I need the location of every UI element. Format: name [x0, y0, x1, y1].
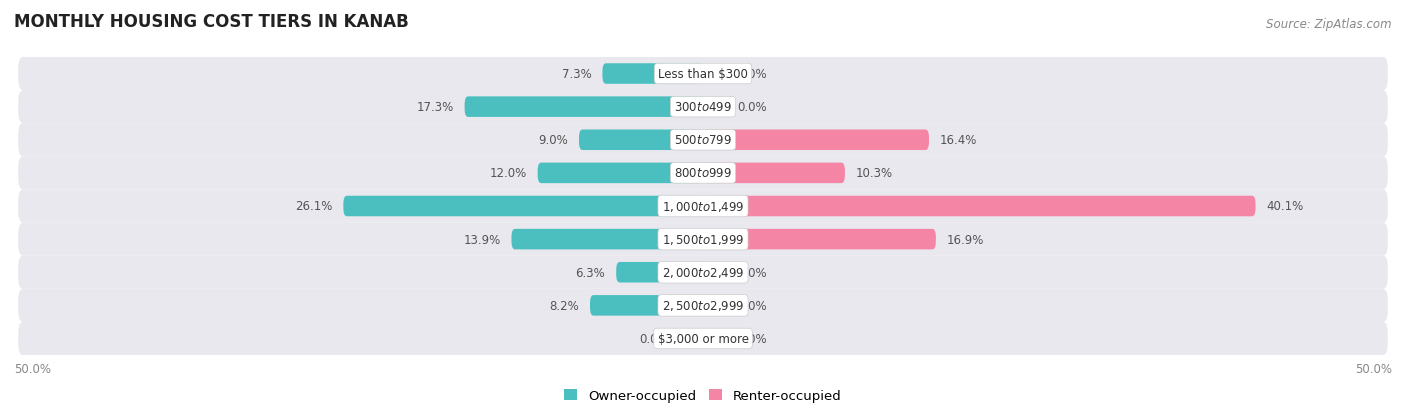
FancyBboxPatch shape: [18, 223, 1388, 256]
Text: $2,000 to $2,499: $2,000 to $2,499: [662, 266, 744, 280]
Text: 6.3%: 6.3%: [575, 266, 605, 279]
Text: 10.3%: 10.3%: [856, 167, 893, 180]
FancyBboxPatch shape: [343, 196, 703, 217]
FancyBboxPatch shape: [18, 58, 1388, 91]
FancyBboxPatch shape: [703, 196, 1256, 217]
Text: 0.0%: 0.0%: [738, 266, 768, 279]
Text: 40.1%: 40.1%: [1267, 200, 1303, 213]
Text: 12.0%: 12.0%: [489, 167, 527, 180]
Text: 9.0%: 9.0%: [538, 134, 568, 147]
Text: 0.0%: 0.0%: [638, 332, 669, 345]
FancyBboxPatch shape: [579, 130, 703, 151]
Text: 7.3%: 7.3%: [561, 68, 592, 81]
FancyBboxPatch shape: [18, 322, 1388, 355]
FancyBboxPatch shape: [18, 256, 1388, 289]
FancyBboxPatch shape: [703, 163, 845, 184]
Text: 26.1%: 26.1%: [295, 200, 332, 213]
Text: $3,000 or more: $3,000 or more: [658, 332, 748, 345]
FancyBboxPatch shape: [616, 262, 703, 283]
Text: 17.3%: 17.3%: [416, 101, 454, 114]
Text: 16.9%: 16.9%: [946, 233, 984, 246]
FancyBboxPatch shape: [18, 124, 1388, 157]
Text: MONTHLY HOUSING COST TIERS IN KANAB: MONTHLY HOUSING COST TIERS IN KANAB: [14, 13, 409, 31]
FancyBboxPatch shape: [703, 229, 936, 250]
Text: $500 to $799: $500 to $799: [673, 134, 733, 147]
FancyBboxPatch shape: [18, 157, 1388, 190]
FancyBboxPatch shape: [591, 295, 703, 316]
Legend: Owner-occupied, Renter-occupied: Owner-occupied, Renter-occupied: [560, 384, 846, 407]
Text: $1,000 to $1,499: $1,000 to $1,499: [662, 199, 744, 214]
Text: 0.0%: 0.0%: [738, 101, 768, 114]
Text: 50.0%: 50.0%: [14, 363, 51, 375]
Text: 0.0%: 0.0%: [738, 299, 768, 312]
FancyBboxPatch shape: [464, 97, 703, 118]
Text: $1,500 to $1,999: $1,500 to $1,999: [662, 233, 744, 247]
Text: $300 to $499: $300 to $499: [673, 101, 733, 114]
Text: 50.0%: 50.0%: [1355, 363, 1392, 375]
FancyBboxPatch shape: [537, 163, 703, 184]
Text: 0.0%: 0.0%: [738, 68, 768, 81]
FancyBboxPatch shape: [18, 289, 1388, 322]
Text: 16.4%: 16.4%: [941, 134, 977, 147]
FancyBboxPatch shape: [512, 229, 703, 250]
Text: 13.9%: 13.9%: [463, 233, 501, 246]
Text: Source: ZipAtlas.com: Source: ZipAtlas.com: [1267, 18, 1392, 31]
FancyBboxPatch shape: [18, 190, 1388, 223]
Text: $2,500 to $2,999: $2,500 to $2,999: [662, 299, 744, 313]
Text: $800 to $999: $800 to $999: [673, 167, 733, 180]
Text: 8.2%: 8.2%: [550, 299, 579, 312]
Text: 0.0%: 0.0%: [738, 332, 768, 345]
FancyBboxPatch shape: [602, 64, 703, 85]
Text: Less than $300: Less than $300: [658, 68, 748, 81]
FancyBboxPatch shape: [18, 91, 1388, 124]
FancyBboxPatch shape: [703, 130, 929, 151]
